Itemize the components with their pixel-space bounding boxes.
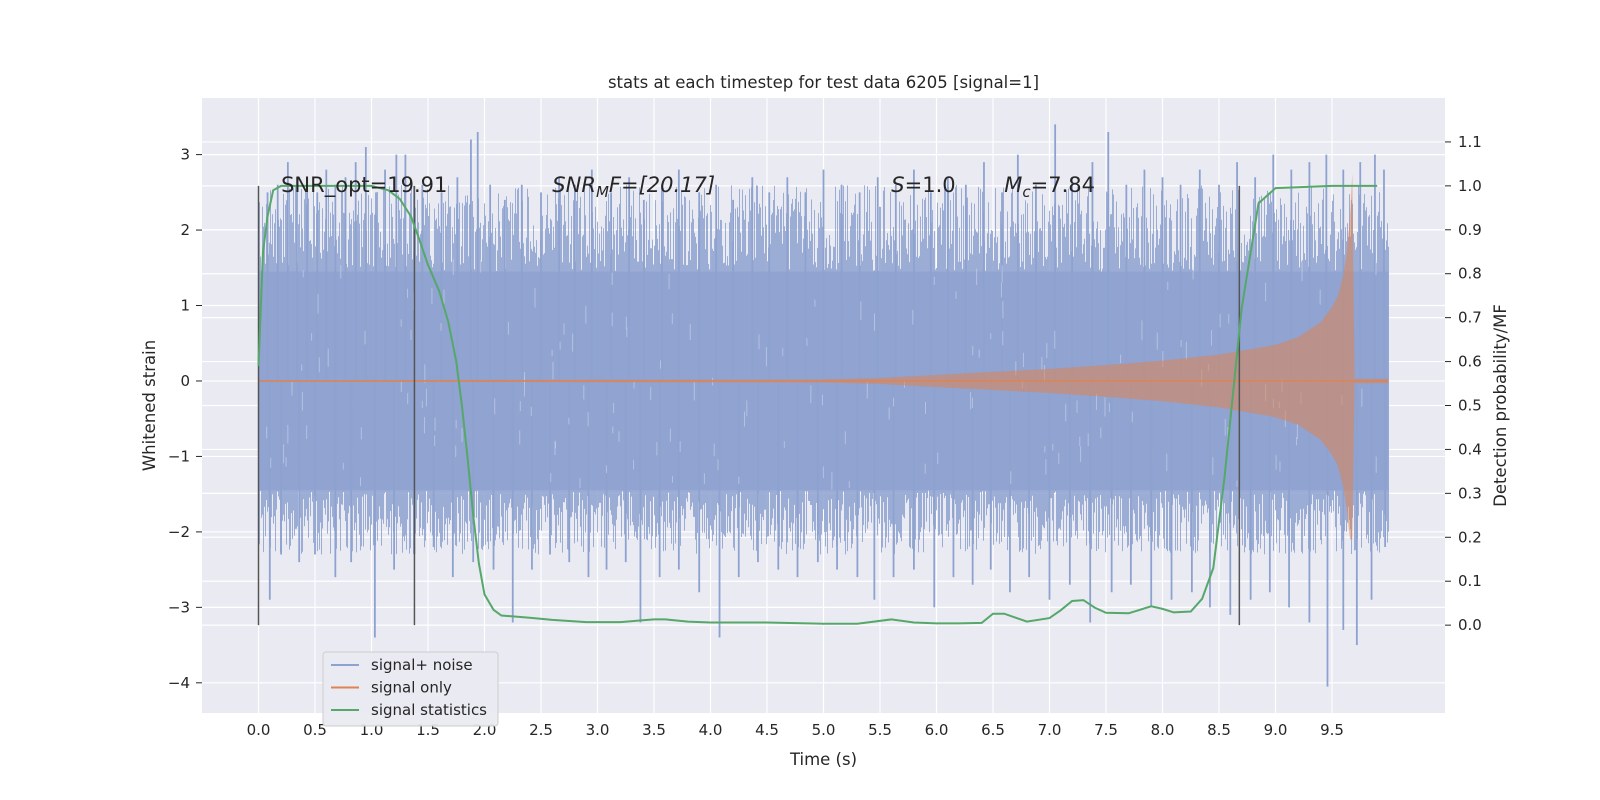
y-right-tick-label-7: 0.7 xyxy=(1458,309,1482,327)
plot-content xyxy=(257,124,1389,687)
y-right-tick-label-0: 0.0 xyxy=(1458,616,1482,634)
x-tick-label-11: 5.5 xyxy=(868,721,892,739)
y-tick-label-7: 3 xyxy=(180,146,190,164)
y-axis-label: Whitened strain xyxy=(140,340,159,471)
y-right-axis-label: Detection probability/MF xyxy=(1491,304,1510,507)
annotations: SNR_opt=19.91 SNRMF=[20.17] S=1.0 Mc=7.8… xyxy=(281,173,1095,201)
annotation-s-base: S xyxy=(891,173,904,197)
annotation-mc-value: Mc=7.84 xyxy=(1004,173,1095,201)
x-tick-label-12: 6.0 xyxy=(925,721,949,739)
x-tick-label-18: 9.0 xyxy=(1264,721,1288,739)
x-tick-label-19: 9.5 xyxy=(1320,721,1344,739)
x-tick-label-5: 2.5 xyxy=(529,721,553,739)
y-right-tick-label-4: 0.4 xyxy=(1458,440,1482,458)
x-tick-label-1: 0.5 xyxy=(303,721,327,739)
y-tick-label-2: −2 xyxy=(168,523,190,541)
y-right-axis-ticks: 0.0 0.1 0.2 0.3 0.4 0.5 0.6 0.7 0.8 0.9 1.0 1.1 xyxy=(1445,133,1482,634)
annotation-s-rest: =1.0 xyxy=(905,173,956,197)
x-tick-label-7: 3.5 xyxy=(642,721,666,739)
series-signal-only xyxy=(258,173,1389,540)
x-tick-label-10: 5.0 xyxy=(812,721,836,739)
annotation-mc-rest: =7.84 xyxy=(1031,173,1095,197)
annotation-snr-opt: SNR_opt=19.91 xyxy=(281,173,447,198)
x-tick-label-16: 8.0 xyxy=(1151,721,1175,739)
x-tick-label-17: 8.5 xyxy=(1207,721,1231,739)
legend: signal+ noise signal only signal statist… xyxy=(322,651,499,727)
x-tick-label-15: 7.5 xyxy=(1094,721,1118,739)
vertical-markers xyxy=(257,185,1241,626)
series-signal-statistics xyxy=(257,184,1378,625)
x-tick-label-9: 4.5 xyxy=(755,721,779,739)
y-right-tick-label-6: 0.6 xyxy=(1458,353,1482,371)
legend-label-signal-noise: signal+ noise xyxy=(371,656,473,674)
annotation-snr-mf-sub: M xyxy=(596,183,609,201)
x-axis-label: Time (s) xyxy=(789,750,857,769)
y-right-tick-label-3: 0.3 xyxy=(1458,484,1482,502)
x-tick-label-14: 7.0 xyxy=(1038,721,1062,739)
y-tick-label-3: −1 xyxy=(168,447,190,465)
legend-label-signal-only: signal only xyxy=(371,679,452,697)
annotation-s-value: S=1.0 xyxy=(891,173,955,197)
y-right-tick-label-2: 0.2 xyxy=(1458,528,1482,546)
y-right-tick-label-1: 0.1 xyxy=(1458,572,1482,590)
annotation-mc-base: M xyxy=(1004,173,1022,197)
x-tick-label-6: 3.0 xyxy=(586,721,610,739)
x-tick-label-0: 0.0 xyxy=(247,721,271,739)
legend-box xyxy=(322,651,499,727)
y-tick-label-5: 1 xyxy=(180,297,190,315)
y-tick-label-1: −3 xyxy=(168,598,190,616)
annotation-snr-mf-base: SNR xyxy=(552,173,596,197)
chart-title: stats at each timestep for test data 620… xyxy=(608,73,1039,92)
y-tick-label-4: 0 xyxy=(180,372,190,390)
x-tick-label-8: 4.0 xyxy=(699,721,723,739)
y-axis-ticks: −4 −3 −2 −1 0 1 2 3 xyxy=(168,146,202,692)
y-right-tick-label-5: 0.5 xyxy=(1458,397,1482,415)
annotation-snr-mf-rest-f: F=[20.17] xyxy=(609,173,715,197)
y-right-tick-label-10: 1.0 xyxy=(1458,177,1482,195)
x-tick-label-13: 6.5 xyxy=(981,721,1005,739)
y-tick-label-6: 2 xyxy=(180,221,190,239)
annotation-snr-mf: SNRMF=[20.17] xyxy=(552,173,715,201)
y-right-tick-label-9: 0.9 xyxy=(1458,221,1482,239)
y-right-tick-label-8: 0.8 xyxy=(1458,265,1482,283)
annotation-mc-sub: c xyxy=(1022,183,1031,201)
y-tick-label-0: −4 xyxy=(168,674,190,692)
legend-label-signal-statistics: signal statistics xyxy=(371,701,487,719)
y-right-tick-label-11: 1.1 xyxy=(1458,133,1482,151)
